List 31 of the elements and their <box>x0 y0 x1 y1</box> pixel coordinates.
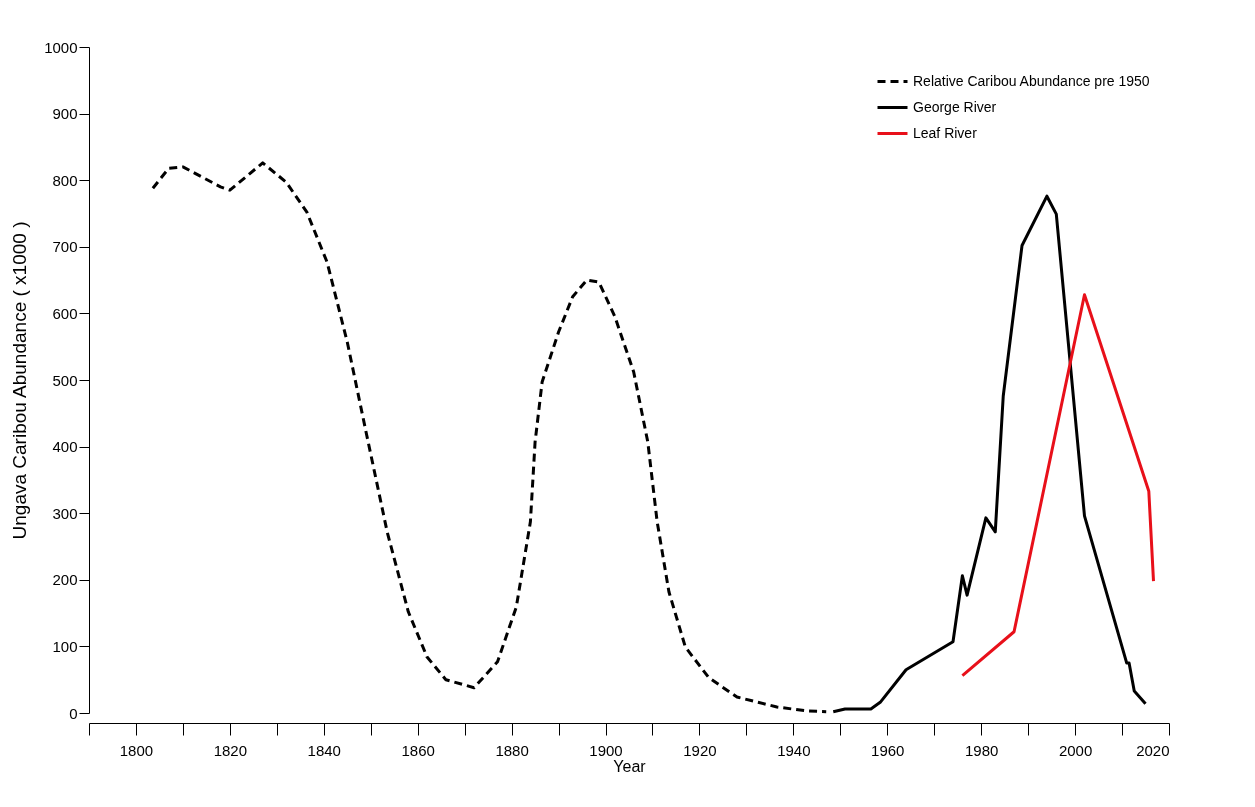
x-tick-label: 2000 <box>1058 741 1093 759</box>
x-tick-label: 1900 <box>589 741 623 759</box>
y-tick-label: 100 <box>52 637 78 655</box>
y-tick-label: 400 <box>52 438 78 456</box>
x-tick-label: 1920 <box>683 741 717 759</box>
x-tick-label: 1840 <box>307 741 341 759</box>
legend-label: George River <box>913 98 997 115</box>
x-axis-title: Year <box>613 757 647 775</box>
x-tick-label: 1980 <box>964 741 999 759</box>
y-tick-label: 200 <box>52 571 78 589</box>
y-tick-label: 1000 <box>44 38 78 56</box>
line-series <box>960 293 1155 678</box>
line-series <box>831 194 1148 714</box>
legend-label: Relative Caribou Abundance pre 1950 <box>913 72 1150 89</box>
y-tick-label: 0 <box>69 704 78 722</box>
y-tick-label: 800 <box>52 171 78 189</box>
x-tick-label: 1820 <box>213 741 248 759</box>
y-axis-title: Ungava Caribou Abundance ( x1000 ) <box>9 221 31 540</box>
legend-label: Leaf River <box>913 124 978 141</box>
y-tick-label: 600 <box>52 304 78 322</box>
x-tick-label: 1860 <box>401 741 435 759</box>
y-tick-label: 500 <box>52 371 78 389</box>
x-tick-label: 1960 <box>871 741 905 759</box>
y-tick-label: 900 <box>52 105 78 123</box>
line-series <box>151 161 828 714</box>
x-tick-label: 2020 <box>1136 741 1170 759</box>
y-tick-label: 700 <box>52 238 78 256</box>
x-tick-label: 1800 <box>119 741 154 759</box>
x-tick-label: 1940 <box>777 741 811 759</box>
y-tick-label: 300 <box>52 504 78 522</box>
x-tick-label: 1880 <box>495 741 529 759</box>
